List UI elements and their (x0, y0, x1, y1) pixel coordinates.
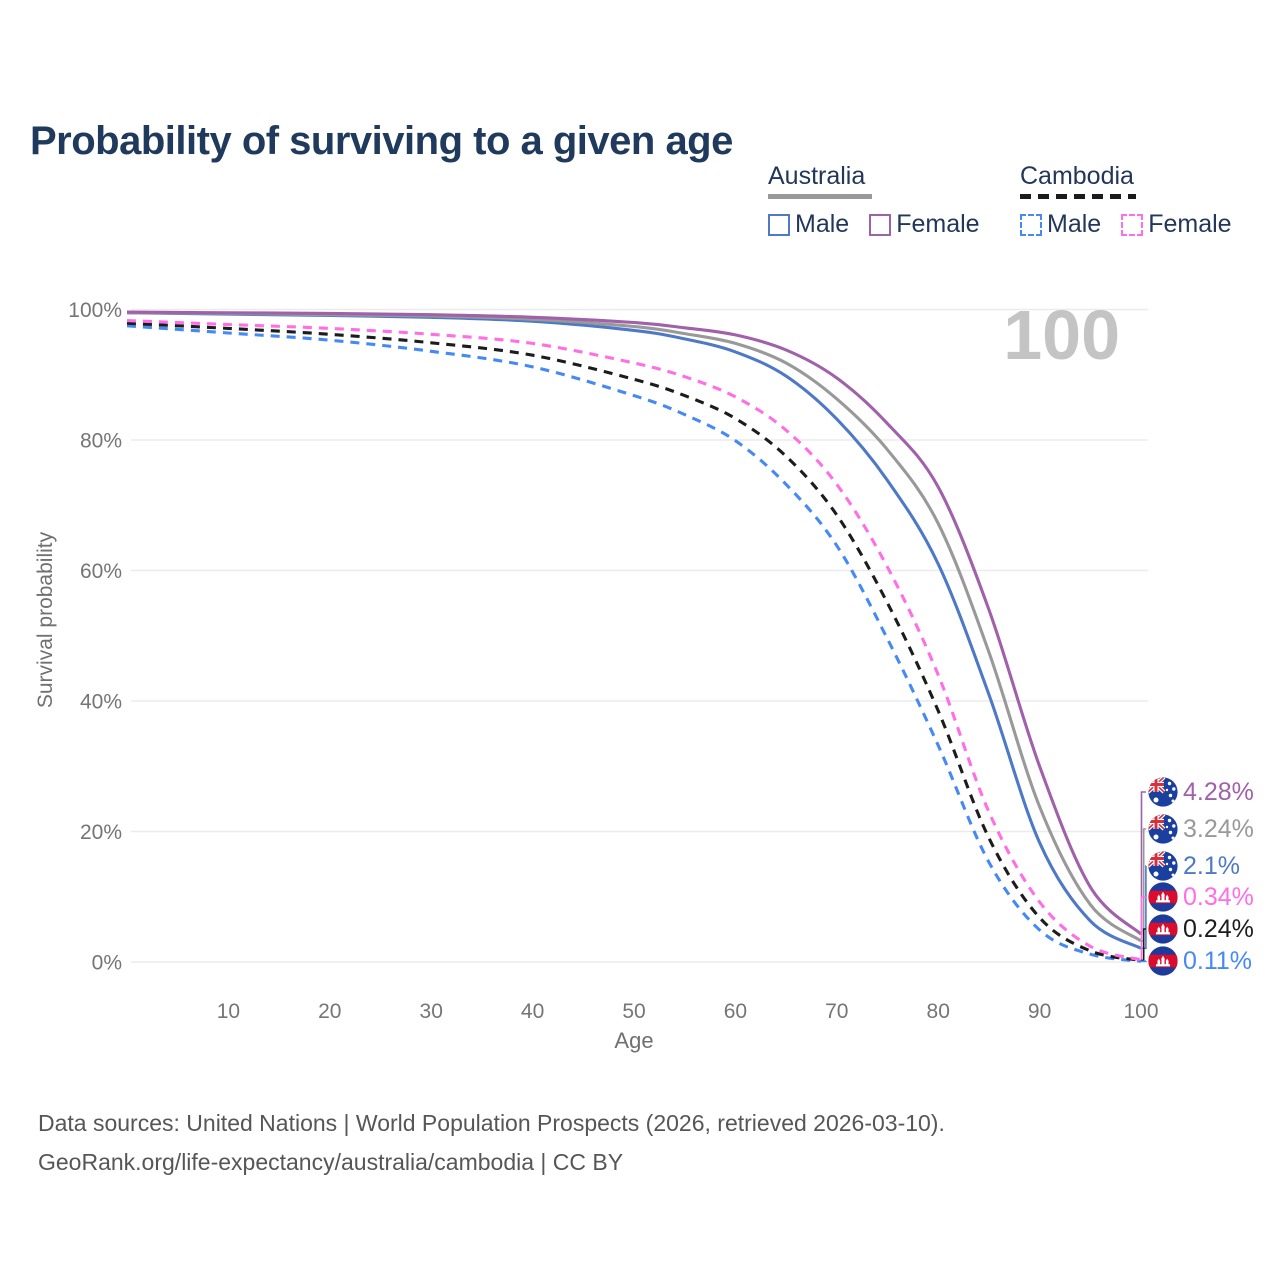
legend-label-cambodia-male: Male (1047, 210, 1102, 238)
australia-flag-icon (1148, 777, 1178, 807)
x-tick-label: 60 (724, 1000, 747, 1023)
legend-label-cambodia-female: Female (1148, 210, 1232, 238)
legend-item-cambodia-male[interactable]: Male (1020, 210, 1101, 239)
series-line-australia-female[interactable] (126, 310, 1143, 936)
australia-solid-line-swatch (768, 194, 872, 199)
end-label-value: 4.28% (1183, 777, 1254, 806)
page-title: Probability of surviving to a given age (30, 118, 733, 163)
end-label-cambodia-both-sexes: 0.24% (1148, 913, 1254, 945)
x-tick-label: 80 (927, 1000, 950, 1023)
cambodia-flag-icon (1148, 946, 1178, 976)
y-axis-title: Survival probability (34, 531, 57, 709)
legend-header-australia: Australia (768, 162, 866, 190)
x-tick-label: 20 (318, 1000, 341, 1023)
end-label-value: 3.24% (1183, 814, 1254, 843)
series-line-australia-male[interactable] (126, 311, 1142, 950)
end-label-value: 0.24% (1183, 914, 1254, 943)
series-line-australia-both-sexes[interactable] (126, 311, 1142, 943)
cambodia-flag-icon (1148, 882, 1178, 912)
end-label-cambodia-male: 0.11% (1148, 945, 1252, 977)
legend-item-australia-male[interactable]: Male (768, 210, 849, 239)
series-line-cambodia-both-sexes[interactable] (126, 321, 1142, 962)
cambodia-female-swatch-icon (1121, 213, 1144, 236)
x-tick-label: 70 (825, 1000, 848, 1023)
australia-flag-icon (1148, 851, 1178, 881)
x-tick-label: 90 (1028, 1000, 1051, 1023)
legend-item-cambodia-female[interactable]: Female (1121, 210, 1232, 239)
end-label-australia-male: 2.1% (1148, 850, 1240, 882)
cambodia-male-swatch-icon (1020, 213, 1042, 236)
y-tick-label: 0% (92, 952, 122, 975)
series-line-cambodia-male[interactable] (126, 324, 1142, 963)
end-label-value: 2.1% (1183, 851, 1240, 880)
y-tick-label: 20% (80, 821, 122, 844)
x-axis-title: Age (614, 1028, 653, 1053)
legend-group-australia: Australia Male Female (768, 162, 1000, 239)
x-tick-label: 50 (622, 1000, 645, 1023)
legend-group-cambodia: Cambodia Male Female (1020, 162, 1252, 239)
australia-flag-icon (1148, 814, 1178, 844)
end-label-connector (1141, 928, 1146, 962)
end-label-value: 0.11% (1183, 946, 1253, 975)
x-tick-label: 40 (521, 1000, 544, 1023)
hover-age-readout: 100 (1003, 296, 1120, 374)
end-label-value: 0.34% (1183, 882, 1254, 911)
australia-male-swatch-icon (768, 213, 790, 236)
end-label-connector (1141, 828, 1146, 942)
end-label-australia-female: 4.28% (1148, 776, 1254, 808)
end-label-cambodia-female: 0.34% (1148, 881, 1254, 913)
x-tick-label: 100 (1123, 1000, 1158, 1023)
australia-female-swatch-icon (869, 213, 892, 236)
legend-label-australia-male: Male (795, 210, 850, 238)
y-tick-label: 40% (80, 691, 122, 714)
footer-attribution: GeoRank.org/life-expectancy/australia/ca… (38, 1149, 624, 1175)
cambodia-flag-icon (1148, 914, 1178, 944)
legend-item-australia-female[interactable]: Female (869, 210, 980, 239)
y-tick-label: 60% (80, 560, 122, 583)
series-line-cambodia-female[interactable] (126, 319, 1142, 962)
y-tick-label: 80% (80, 430, 122, 453)
footer-data-sources: Data sources: United Nations | World Pop… (38, 1110, 945, 1136)
footer: Data sources: United Nations | World Pop… (38, 1104, 945, 1182)
cambodia-dashed-line-swatch (1020, 194, 1136, 199)
legend-label-australia-female: Female (896, 210, 980, 238)
x-tick-label: 30 (420, 1000, 443, 1023)
legend-header-cambodia: Cambodia (1020, 162, 1134, 190)
x-tick-label: 10 (217, 1000, 240, 1023)
end-label-australia-both-sexes: 3.24% (1148, 813, 1254, 845)
y-tick-label: 100% (68, 299, 122, 322)
